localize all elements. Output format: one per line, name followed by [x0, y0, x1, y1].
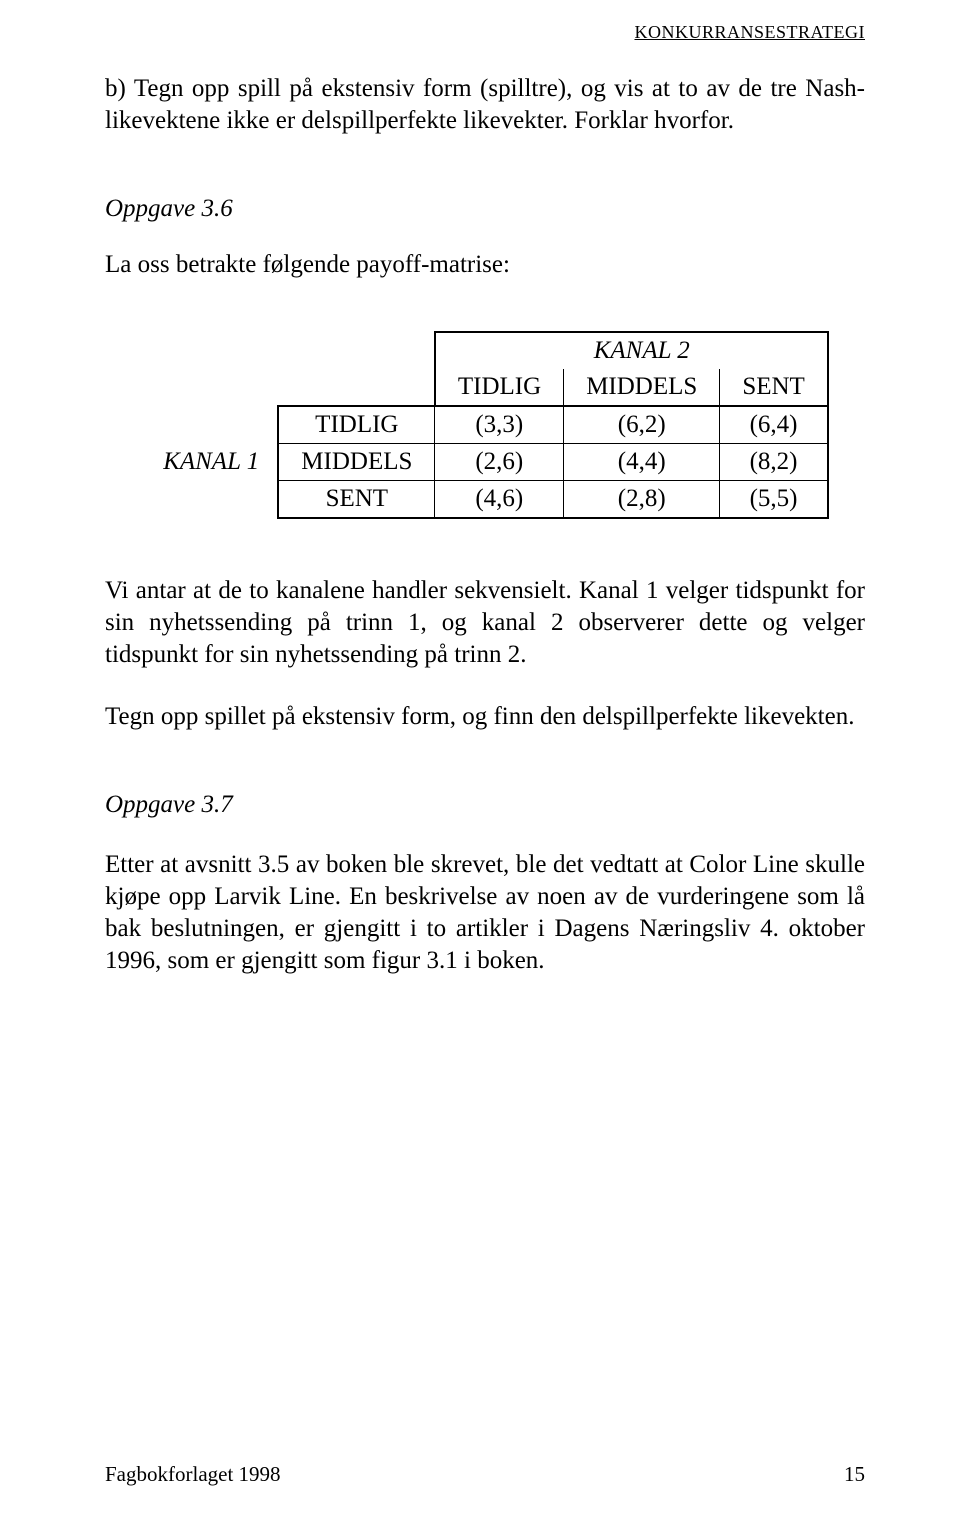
cell-2-2: (5,5)	[720, 481, 828, 519]
row-header-1: MIDDELS	[278, 444, 435, 481]
cell-2-0: (4,6)	[435, 481, 564, 519]
cell-0-1: (6,2)	[564, 406, 720, 444]
row-header-0: TIDLIG	[278, 406, 435, 444]
cell-0-0: (3,3)	[435, 406, 564, 444]
oppgave-3-7-heading: Oppgave 3.7	[105, 791, 865, 819]
col-header-2: SENT	[720, 369, 828, 406]
paragraph-after-matrix-1: Vi antar at de to kanalene handler sekve…	[105, 575, 865, 671]
cell-1-0: (2,6)	[435, 444, 564, 481]
oppgave-3-6-heading: Oppgave 3.6	[105, 195, 865, 223]
row-player-label: KANAL 1	[141, 444, 278, 481]
row-header-2: SENT	[278, 481, 435, 519]
footer-publisher: Fagbokforlaget 1998	[105, 1462, 281, 1487]
footer-page-number: 15	[844, 1462, 865, 1487]
running-header: KONKURRANSESTRATEGI	[105, 22, 865, 43]
col-header-1: MIDDELS	[564, 369, 720, 406]
oppgave-3-7-paragraph: Etter at avsnitt 3.5 av boken ble skreve…	[105, 849, 865, 977]
col-header-0: TIDLIG	[435, 369, 564, 406]
cell-2-1: (2,8)	[564, 481, 720, 519]
paragraph-b: b) Tegn opp spill på ekstensiv form (spi…	[105, 73, 865, 137]
cell-1-1: (4,4)	[564, 444, 720, 481]
paragraph-after-matrix-2: Tegn opp spillet på ekstensiv form, og f…	[105, 701, 865, 733]
payoff-matrix: KANAL 2TIDLIGMIDDELSSENTTIDLIG(3,3)(6,2)…	[141, 331, 829, 519]
col-player-label: KANAL 2	[564, 332, 720, 369]
cell-0-2: (6,4)	[720, 406, 828, 444]
cell-1-2: (8,2)	[720, 444, 828, 481]
oppgave-3-6-lead: La oss betrakte følgende payoff-matrise:	[105, 251, 865, 279]
